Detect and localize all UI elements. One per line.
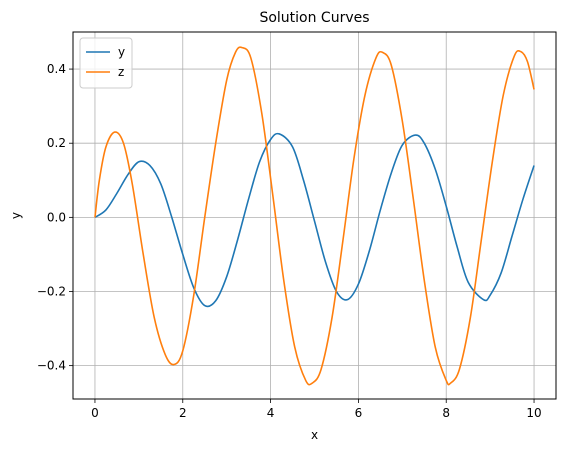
y-tick-label: 0.2 xyxy=(47,136,66,150)
legend: yz xyxy=(79,37,133,89)
ticks: 0 2 4 6 8 10 −0.4 −0.2 0.0 0.2 0.4 xyxy=(37,62,542,420)
series-line-z xyxy=(94,46,535,386)
y-tick-label: 0.4 xyxy=(47,62,66,76)
x-tick-label: 10 xyxy=(526,406,541,420)
y-tick-label: −0.2 xyxy=(37,284,66,298)
y-tick-label: −0.4 xyxy=(37,359,66,373)
y-tick-label: 0.0 xyxy=(47,210,66,224)
x-tick-label: 4 xyxy=(267,406,275,420)
y-axis-title: y xyxy=(9,212,23,219)
grid xyxy=(73,32,556,399)
axes-frame xyxy=(72,31,557,400)
legend-label-z: z xyxy=(118,65,124,79)
legend-box xyxy=(79,37,133,89)
series-layer xyxy=(94,46,535,386)
x-tick-label: 0 xyxy=(91,406,99,420)
x-tick-label: 6 xyxy=(355,406,363,420)
x-axis-title: x xyxy=(311,428,318,442)
series-line-y xyxy=(94,132,535,308)
chart-title: Solution Curves xyxy=(259,10,369,26)
x-tick-label: 2 xyxy=(179,406,187,420)
legend-label-y: y xyxy=(118,45,125,59)
x-tick-label: 8 xyxy=(442,406,450,420)
